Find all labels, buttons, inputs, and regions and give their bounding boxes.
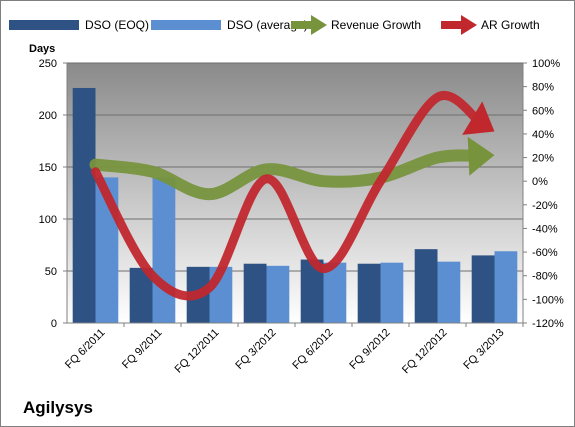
legend-label: Revenue Growth	[331, 18, 421, 32]
category-label: FQ 9/2011	[120, 327, 165, 372]
bar-dso-average	[494, 251, 518, 323]
legend-swatch	[151, 20, 221, 30]
growth-lines	[89, 91, 495, 301]
bar-dso-eoq	[72, 87, 96, 324]
revenue-growth-arrowhead	[467, 136, 495, 176]
right-tick-label: 60%	[532, 105, 554, 117]
bar-dso-eoq	[129, 267, 153, 323]
category-label: FQ 6/2012	[290, 327, 335, 372]
ar-growth-line	[91, 91, 486, 301]
right-tick-label: -60%	[532, 247, 558, 259]
right-tick-label: 0%	[532, 176, 548, 188]
bar-dso-eoq	[471, 255, 495, 323]
legend-arrow-head	[311, 15, 327, 35]
left-tick-label: 50	[45, 266, 57, 278]
bar-dso-average	[437, 261, 461, 323]
legend-label: DSO (average)	[227, 18, 308, 32]
company-name: Agilysys	[23, 398, 93, 417]
legend-arrow-head	[461, 15, 477, 35]
category-label: FQ 6/2011	[63, 327, 108, 372]
right-tick-label: -100%	[532, 294, 564, 306]
legend-label: DSO (EOQ)	[85, 18, 149, 32]
right-tick-label: 100%	[532, 58, 560, 70]
revenue-growth-line	[89, 149, 485, 201]
legend-label: AR Growth	[481, 18, 540, 32]
bar-dso-average	[380, 262, 404, 323]
right-tick-label: 80%	[532, 82, 554, 94]
left-tick-label: 250	[39, 58, 57, 70]
category-label: FQ 12/2012	[400, 327, 450, 377]
left-axis-title: Days	[29, 43, 55, 55]
left-tick-label: 150	[39, 162, 57, 174]
ar-growth-arrowhead	[462, 101, 495, 135]
left-tick-label: 0	[51, 318, 57, 330]
bar-dso-eoq	[243, 263, 267, 323]
bar-dso-average	[323, 262, 347, 323]
legend-swatch	[9, 20, 79, 30]
legend: DSO (EOQ) DSO (average) Revenue Growth AR G…	[9, 15, 540, 35]
left-tick-label: 200	[39, 110, 57, 122]
category-label: FQ 12/2011	[173, 327, 222, 376]
right-tick-label: -20%	[532, 200, 558, 212]
right-tick-label: 40%	[532, 129, 554, 141]
bar-dso-eoq	[414, 249, 438, 323]
category-label: FQ 9/2012	[347, 327, 392, 372]
right-tick-label: -80%	[532, 271, 558, 283]
category-label: FQ 3/2013	[461, 327, 506, 372]
left-tick-label: 100	[39, 214, 57, 226]
right-tick-label: -120%	[532, 318, 564, 330]
bar-dso-average	[266, 265, 290, 323]
category-label: FQ 3/2012	[233, 327, 278, 372]
bar-dso-eoq	[300, 259, 324, 323]
bar-dso-average	[152, 177, 176, 323]
right-tick-label: -40%	[532, 223, 558, 235]
bar-dso-eoq	[357, 263, 381, 323]
right-tick-label: 20%	[532, 153, 554, 165]
